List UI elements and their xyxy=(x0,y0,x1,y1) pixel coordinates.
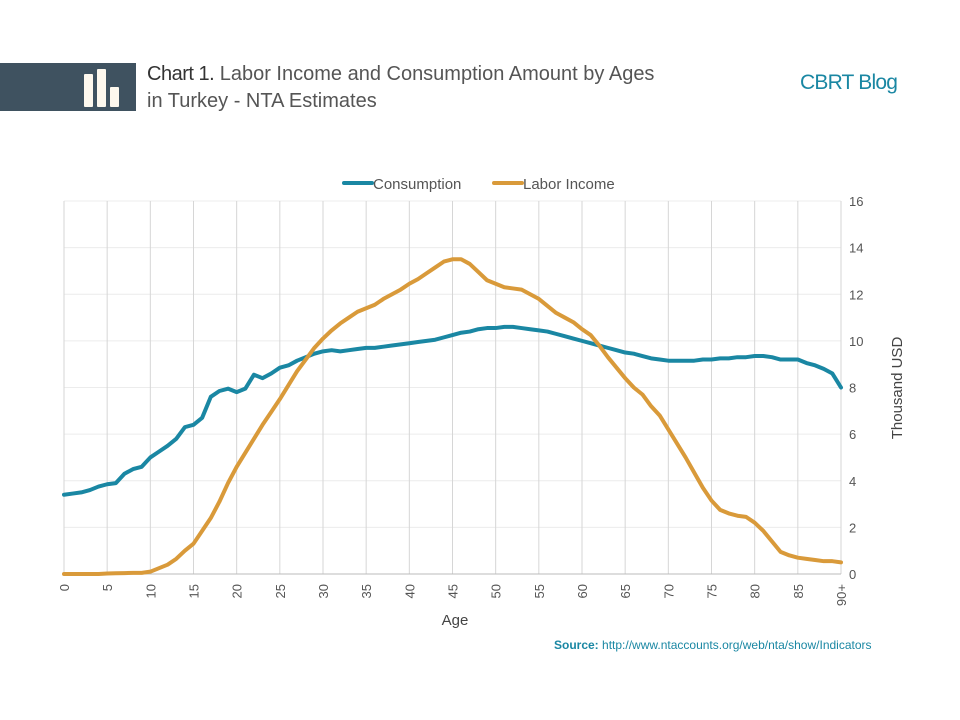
x-tick-label: 10 xyxy=(143,584,158,598)
y-tick-label: 12 xyxy=(849,287,863,302)
x-tick-label: 65 xyxy=(618,584,633,598)
y-tick-label: 2 xyxy=(849,520,856,535)
x-tick-label: 20 xyxy=(230,584,245,598)
x-tick-label: 5 xyxy=(100,584,115,591)
x-tick-label: 40 xyxy=(402,584,417,598)
title-line2: in Turkey - NTA Estimates xyxy=(147,90,377,112)
brand-logo[interactable]: CBRT Blog xyxy=(800,71,898,94)
x-tick-label: 15 xyxy=(187,584,202,598)
y-tick-label: 16 xyxy=(849,194,863,209)
source-note: Source: http://www.ntaccounts.org/web/nt… xyxy=(554,638,872,652)
x-axis-title: Age xyxy=(442,612,469,629)
x-tick-label: 0 xyxy=(57,584,72,591)
y-tick-label: 10 xyxy=(849,334,863,349)
x-tick-label: 70 xyxy=(661,584,676,598)
y-tick-label: 14 xyxy=(849,241,863,256)
chart-title: Chart 1. Labor Income and Consumption Am… xyxy=(147,61,654,115)
series-line-labor-income xyxy=(62,257,843,576)
y-tick-label: 6 xyxy=(849,427,856,442)
x-tick-label: 85 xyxy=(791,584,806,598)
bar-chart-icon xyxy=(84,69,119,107)
x-tick-label: 90+ xyxy=(834,584,849,606)
x-tick-label: 25 xyxy=(273,584,288,598)
chart-number: Chart 1. xyxy=(147,63,215,85)
legend-label: Labor Income xyxy=(523,176,615,193)
x-tick-label: 60 xyxy=(575,584,590,598)
title-text: Labor Income and Consumption Amount by A… xyxy=(219,63,655,85)
x-tick-label: 45 xyxy=(446,584,461,598)
x-tick-label: 35 xyxy=(359,584,374,598)
header-bar xyxy=(0,63,136,111)
source-link[interactable]: http://www.ntaccounts.org/web/nta/show/I… xyxy=(602,638,872,652)
y-tick-label: 8 xyxy=(849,381,856,396)
x-tick-label: 55 xyxy=(532,584,547,598)
source-label: Source: xyxy=(554,638,599,652)
y-axis-title: Thousand USD xyxy=(889,337,906,440)
y-tick-label: 4 xyxy=(849,474,856,489)
series-line-consumption xyxy=(62,324,843,497)
legend-label: Consumption xyxy=(373,176,461,193)
x-tick-label: 80 xyxy=(748,584,763,598)
x-tick-label: 50 xyxy=(489,584,504,598)
x-tick-label: 30 xyxy=(316,584,331,598)
y-tick-label: 0 xyxy=(849,567,856,582)
x-tick-label: 75 xyxy=(705,584,720,598)
